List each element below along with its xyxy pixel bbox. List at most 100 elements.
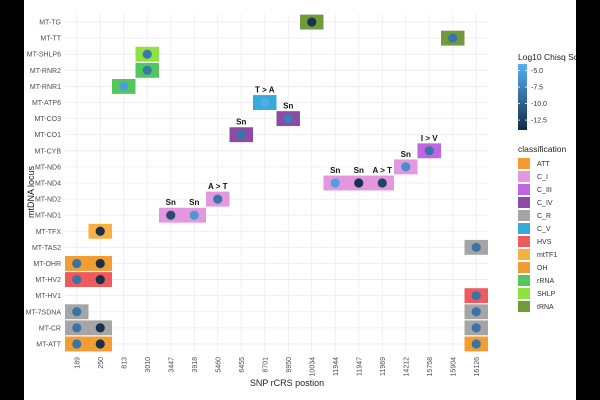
legend-swatch: [518, 236, 530, 247]
score-point: [95, 274, 105, 285]
y-tick-label: MT-ND6: [35, 164, 61, 171]
score-point: [354, 178, 364, 188]
x-tick-label: 16126: [474, 357, 481, 377]
x-tick-label: 5460: [215, 357, 222, 373]
heatmap-chart: T > A Sn Sn I > V Sn Sn Sn A > T A > T Sn Sn MT-TG…: [26, 14, 576, 388]
score-point: [95, 323, 105, 333]
x-tick-label: 250: [98, 357, 105, 369]
x-tick-label: 3010: [145, 357, 152, 373]
x-tick-label: 14212: [403, 357, 410, 377]
score-point: [471, 291, 481, 301]
classification-legend: classification ATT C_I C_III C_IV C_R C_V HVS m…: [518, 144, 566, 312]
score-point: [72, 274, 82, 285]
y-tick-label: MT-OHR: [33, 261, 61, 268]
legend-item-label: OH: [537, 265, 548, 272]
y-tick-label: MT-CO3: [35, 116, 62, 123]
score-point: [72, 307, 82, 317]
score-point: [72, 339, 82, 349]
legend-swatch: [518, 262, 530, 273]
score-point: [166, 210, 176, 220]
score-point: [95, 258, 105, 269]
y-tick-label: MT-TFX: [36, 229, 62, 236]
y-tick-label: MT-HV1: [35, 293, 61, 300]
x-tick-label: 11947: [356, 357, 363, 376]
x-tick-label: 11969: [380, 357, 387, 376]
color-legend-tick-label: -7.5: [531, 85, 543, 92]
y-tick-label: MT-SHLP6: [27, 52, 61, 59]
x-tick-label: 3918: [192, 357, 199, 373]
score-points: [72, 17, 481, 349]
color-legend-title: Log10 Chisq Score: [518, 52, 576, 62]
y-tick-label: MT-TAS2: [32, 245, 61, 252]
score-point: [307, 17, 317, 27]
y-tick-label: MT-CO1: [35, 132, 62, 139]
legend-item-label: SHLP: [537, 291, 556, 298]
score-point: [189, 210, 199, 220]
score-point: [401, 162, 411, 172]
x-tick-label: 189: [74, 357, 81, 369]
legend-swatch: [518, 249, 530, 260]
score-point: [72, 323, 82, 333]
x-tick-label: 15758: [427, 357, 434, 377]
color-legend: Log10 Chisq Score -5.0 -7.5 -10.0 -12.5: [518, 52, 576, 130]
annotation-label: Sn: [354, 166, 364, 175]
gridlines: [65, 14, 488, 352]
legend-item-label: C_IV: [537, 200, 553, 207]
x-tick-labels: 189 250 813 3010 3447 3918 5460 6455 8701 9950 100…: [74, 357, 481, 377]
score-point: [95, 226, 105, 236]
legend-swatch: [518, 275, 530, 286]
score-point: [119, 81, 129, 92]
legend-item-label: ATT: [537, 161, 550, 168]
annotation-label: Sn: [330, 166, 340, 175]
score-point: [95, 339, 105, 349]
legend-swatch: [518, 301, 530, 312]
annotation-labels: T > A Sn Sn I > V Sn Sn Sn A > T A > T Sn Sn: [166, 85, 439, 207]
y-tick-label: MT-ATP6: [32, 100, 61, 107]
score-point: [72, 258, 82, 269]
x-tick-label: 11944: [333, 357, 340, 376]
color-legend-tick-label: -5.0: [531, 68, 543, 75]
y-tick-label: MT-7SDNA: [26, 309, 62, 316]
legend-swatch: [518, 158, 530, 169]
legend-swatch: [518, 184, 530, 195]
y-tick-label: MT-TT: [40, 36, 61, 43]
legend-swatch: [518, 171, 530, 182]
annotation-label: Sn: [401, 150, 411, 159]
legend-item-label: C_R: [537, 213, 551, 220]
y-tick-label: MT-ND1: [35, 213, 61, 220]
legend-item-label: rRNA: [537, 278, 554, 285]
y-tick-label: MT-ATT: [36, 341, 61, 348]
y-tick-label: MT-HV2: [35, 277, 61, 284]
color-legend-ticks: -5.0 -7.5 -10.0 -12.5: [518, 68, 547, 125]
x-tick-label: 8701: [262, 357, 269, 373]
legend-item-label: HVS: [537, 239, 552, 246]
legend-swatch: [518, 223, 530, 234]
score-point: [377, 178, 387, 188]
x-tick-label: 6455: [239, 357, 246, 373]
annotation-label: T > A: [255, 85, 275, 94]
x-tick-label: 9950: [286, 357, 293, 373]
score-point: [448, 33, 458, 43]
legend-swatch: [518, 288, 530, 299]
color-legend-bar: [518, 64, 527, 130]
x-tick-label: 813: [121, 357, 128, 369]
legend-swatch: [518, 210, 530, 221]
annotation-label: Sn: [236, 118, 246, 127]
score-point: [471, 339, 481, 349]
chart-frame: T > A Sn Sn I > V Sn Sn Sn A > T A > T Sn Sn MT-TG…: [24, 0, 576, 400]
color-legend-tick-label: -12.5: [531, 118, 547, 125]
x-tick-label: 10034: [309, 357, 316, 377]
legend-item-label: mtTF1: [537, 252, 557, 259]
legend-item-label: C_III: [537, 187, 552, 194]
score-point: [330, 178, 340, 188]
y-tick-label: MT-CYB: [35, 148, 62, 155]
legend-item-label: C_V: [537, 226, 551, 233]
score-point: [260, 97, 270, 108]
x-tick-label: 3447: [168, 357, 175, 373]
score-point: [471, 323, 481, 333]
score-point: [142, 65, 152, 75]
legend-item-label: tRNA: [537, 304, 554, 311]
color-legend-tick-label: -10.0: [531, 101, 547, 108]
y-tick-label: MT-RNR2: [30, 68, 61, 75]
y-tick-label: MT-ND2: [35, 197, 61, 204]
